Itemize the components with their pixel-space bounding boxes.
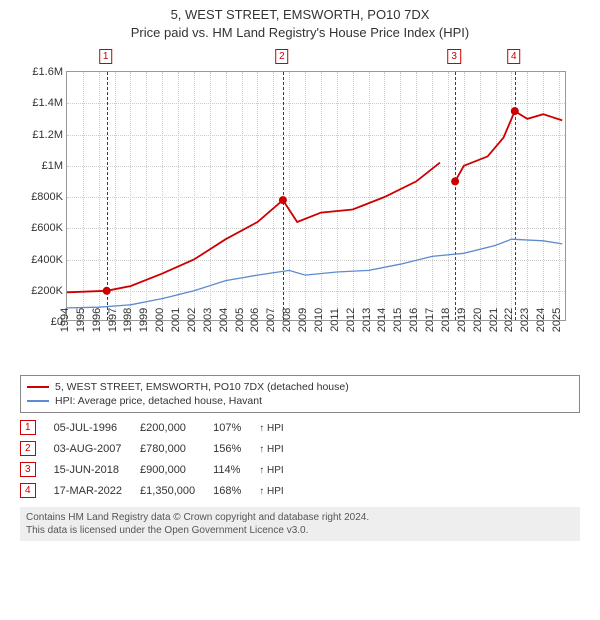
- event-rel: ↑ HPI: [259, 417, 301, 438]
- event-price: £780,000: [140, 438, 213, 459]
- footer: Contains HM Land Registry data © Crown c…: [20, 507, 580, 541]
- event-rel: ↑ HPI: [259, 459, 301, 480]
- table-row: 3 15-JUN-2018£900,000114%↑ HPI: [20, 459, 302, 480]
- y-axis-label: £800K: [31, 191, 67, 203]
- y-axis-label: £1.6M: [32, 66, 67, 78]
- event-pct: 168%: [213, 480, 259, 501]
- event-marker-label: 4: [507, 49, 521, 64]
- series-line-price: [67, 163, 440, 293]
- event-price: £1,350,000: [140, 480, 213, 501]
- legend-item-2: HPI: Average price, detached house, Hava…: [27, 394, 573, 408]
- event-badge: 1: [20, 420, 36, 435]
- events-table: 105-JUL-1996£200,000107%↑ HPI203-AUG-200…: [20, 417, 302, 501]
- price-vs-hpi-chart: £0£200K£400K£600K£800K£1M£1.2M£1.4M£1.6M…: [20, 47, 580, 367]
- series-line-price: [455, 111, 562, 181]
- legend-label-2: HPI: Average price, detached house, Hava…: [55, 395, 262, 407]
- footer-line-2: This data is licensed under the Open Gov…: [26, 524, 574, 537]
- event-rel: ↑ HPI: [259, 480, 301, 501]
- event-date: 17-MAR-2022: [54, 480, 140, 501]
- event-price: £200,000: [140, 417, 213, 438]
- y-axis-label: £400K: [31, 254, 67, 266]
- event-badge: 2: [20, 441, 36, 456]
- event-marker-label: 3: [447, 49, 461, 64]
- table-row: 4 17-MAR-2022£1,350,000168%↑ HPI: [20, 480, 302, 501]
- y-axis-label: £200K: [31, 285, 67, 297]
- event-pct: 107%: [213, 417, 259, 438]
- legend: 5, WEST STREET, EMSWORTH, PO10 7DX (deta…: [20, 375, 580, 413]
- series-marker: [279, 196, 287, 204]
- event-date: 03-AUG-2007: [54, 438, 140, 459]
- legend-swatch-1: [27, 386, 49, 388]
- plot-area: £0£200K£400K£600K£800K£1M£1.2M£1.4M£1.6M…: [66, 71, 566, 321]
- table-row: 1 05-JUL-1996£200,000107%↑ HPI: [20, 417, 302, 438]
- series-marker: [511, 107, 519, 115]
- event-rel: ↑ HPI: [259, 438, 301, 459]
- y-axis-label: £600K: [31, 222, 67, 234]
- footer-line-1: Contains HM Land Registry data © Crown c…: [26, 511, 574, 524]
- event-marker-label: 2: [275, 49, 289, 64]
- series-marker: [103, 287, 111, 295]
- event-badge: 3: [20, 462, 36, 477]
- legend-swatch-2: [27, 400, 49, 402]
- title-line-1: 5, WEST STREET, EMSWORTH, PO10 7DX: [0, 6, 600, 24]
- event-date: 15-JUN-2018: [54, 459, 140, 480]
- title-line-2: Price paid vs. HM Land Registry's House …: [0, 24, 600, 42]
- y-axis-label: £1M: [42, 160, 67, 172]
- legend-label-1: 5, WEST STREET, EMSWORTH, PO10 7DX (deta…: [55, 381, 349, 393]
- legend-item-1: 5, WEST STREET, EMSWORTH, PO10 7DX (deta…: [27, 380, 573, 394]
- event-pct: 156%: [213, 438, 259, 459]
- table-row: 2 03-AUG-2007£780,000156%↑ HPI: [20, 438, 302, 459]
- event-price: £900,000: [140, 459, 213, 480]
- y-axis-label: £1.4M: [32, 97, 67, 109]
- series-marker: [451, 177, 459, 185]
- series-line-hpi: [67, 239, 562, 308]
- event-date: 05-JUL-1996: [54, 417, 140, 438]
- event-pct: 114%: [213, 459, 259, 480]
- y-axis-label: £1.2M: [32, 129, 67, 141]
- event-marker-label: 1: [99, 49, 113, 64]
- event-badge: 4: [20, 483, 36, 498]
